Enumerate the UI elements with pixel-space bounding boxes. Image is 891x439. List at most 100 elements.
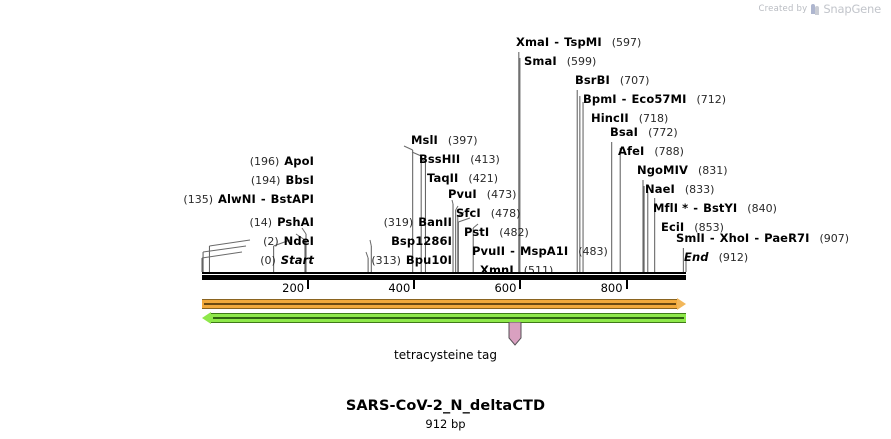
- enzyme-label-row[interactable]: SfcI (478): [448, 204, 608, 223]
- enzyme-separator: -: [510, 244, 515, 258]
- enzyme-label-row[interactable]: (319) BanII: [262, 213, 452, 232]
- ruler-tick-label: 200: [282, 281, 305, 295]
- page-title: SARS-CoV-2_N_deltaCTD: [345, 398, 546, 414]
- enzyme-name[interactable]: NaeI: [645, 182, 675, 196]
- enzyme-label-row[interactable]: End (912): [676, 248, 849, 267]
- enzyme-separator: -: [693, 201, 699, 215]
- enzyme-name[interactable]: AlwNI: [218, 192, 256, 206]
- enzyme-label-row[interactable]: Bsp1286I: [262, 232, 452, 251]
- enzyme-name[interactable]: BstAPI: [270, 192, 314, 206]
- sequence-backbone: [202, 274, 686, 280]
- enzyme-name[interactable]: MspA1I: [519, 244, 569, 258]
- enzyme-separator: -: [554, 35, 560, 49]
- orf-forward-arrow[interactable]: [202, 298, 686, 310]
- left-lower-group: (14) PshAI (2) NdeI (0) Start: [124, 213, 314, 270]
- enzyme-label-row[interactable]: PvuII - MspA1I (483): [448, 242, 608, 261]
- enzyme-label-row[interactable]: SmlI - XhoI - PaeR7I (907): [676, 229, 849, 248]
- enzyme-name[interactable]: PstI: [464, 225, 490, 239]
- enzyme-label-row[interactable]: (14) PshAI: [124, 213, 314, 232]
- enzyme-position: (413): [470, 153, 500, 166]
- enzyme-name[interactable]: BsrBI: [575, 73, 610, 87]
- enzyme-position: (421): [468, 172, 499, 185]
- enzyme-label-row[interactable]: EciI (853): [637, 218, 777, 237]
- enzyme-position: (853): [694, 221, 724, 234]
- enzyme-name[interactable]: BssHII: [419, 152, 461, 166]
- enzyme-position: (788): [654, 145, 684, 158]
- enzyme-name[interactable]: BsaI: [610, 125, 639, 139]
- ruler-tick: [307, 280, 310, 289]
- watermark-brand: SnapGene: [823, 2, 881, 16]
- enzyme-label-row[interactable]: XmaI - TspMI (597): [516, 33, 641, 52]
- enzyme-label-row[interactable]: PvuI (473): [448, 185, 608, 204]
- enzyme-name[interactable]: BpmI: [583, 92, 617, 106]
- enzyme-position: (2): [263, 235, 279, 248]
- enzyme-name[interactable]: PvuI: [448, 187, 477, 201]
- enzyme-position: (135): [183, 193, 214, 206]
- tetracysteine-tag-glyph[interactable]: [506, 321, 524, 350]
- enzyme-name[interactable]: MslI: [411, 133, 438, 147]
- mid-left-group: (319) BanII Bsp1286I (313) Bpu10I: [262, 213, 452, 270]
- enzyme-position: (833): [684, 183, 715, 196]
- enzyme-name[interactable]: BbsI: [285, 173, 314, 187]
- enzyme-label-row[interactable]: (196) ApoI: [124, 152, 314, 171]
- enzyme-name[interactable]: ApoI: [284, 154, 314, 168]
- enzyme-label-row[interactable]: MslI (397): [411, 131, 500, 150]
- enzyme-label-row[interactable]: BpmI - Eco57MI (712): [575, 90, 726, 109]
- enzyme-name[interactable]: PshAI: [277, 215, 314, 229]
- enzyme-position: (712): [696, 93, 727, 106]
- enzyme-label-row[interactable]: BsrBI (707): [575, 71, 726, 90]
- enzyme-name[interactable]: AfeI: [618, 144, 645, 158]
- enzyme-label-row[interactable]: (2) NdeI: [124, 232, 314, 251]
- enzyme-name[interactable]: MflI *: [653, 201, 689, 215]
- enzyme-name[interactable]: BanII: [418, 215, 452, 229]
- bsrbi-group: BsrBI (707) BpmI - Eco57MI (712) HincII (718): [575, 71, 726, 128]
- enzyme-label-row[interactable]: (194) BbsI: [124, 171, 314, 190]
- enzyme-label-row[interactable]: AfeI (788): [610, 142, 684, 161]
- enzyme-name[interactable]: TspMI: [564, 35, 602, 49]
- enzyme-name[interactable]: Bpu10I: [405, 253, 452, 267]
- enzyme-name[interactable]: PaeR7I: [764, 231, 810, 245]
- enzyme-position: (319): [383, 216, 414, 229]
- ruler-tick: [625, 280, 628, 289]
- enzyme-name[interactable]: NdeI: [283, 234, 314, 248]
- enzyme-name[interactable]: SmlI: [676, 231, 705, 245]
- ruler-tick-label: 800: [600, 281, 623, 295]
- orf-reverse-arrow[interactable]: [202, 312, 686, 324]
- enzyme-name[interactable]: End: [684, 250, 709, 264]
- enzyme-name[interactable]: Eco57MI: [631, 92, 687, 106]
- watermark-prefix: Created by: [758, 4, 808, 14]
- ruler-tick: [519, 280, 522, 289]
- enzyme-name[interactable]: NgoMIV: [637, 163, 688, 177]
- enzyme-name[interactable]: SfcI: [456, 206, 481, 220]
- enzyme-label-row[interactable]: (313) Bpu10I: [262, 251, 452, 270]
- enzyme-label-row[interactable]: BsaI (772): [610, 123, 684, 142]
- enzyme-label-row[interactable]: SmaI (599): [516, 52, 641, 71]
- enzyme-name[interactable]: HincII: [591, 111, 629, 125]
- enzyme-label-row[interactable]: NgoMIV (831): [637, 161, 777, 180]
- enzyme-label-row[interactable]: MflI * - BstYI (840): [637, 199, 777, 218]
- ruler-tick-label: 600: [494, 281, 517, 295]
- enzyme-name[interactable]: EciI: [661, 220, 685, 234]
- sequence-length-label: 912 bp: [425, 417, 466, 431]
- enzyme-label-row[interactable]: TaqII (421): [411, 169, 500, 188]
- enzyme-name[interactable]: TaqII: [427, 171, 459, 185]
- enzyme-position: (707): [619, 74, 650, 87]
- enzyme-label-row[interactable]: NaeI (833): [637, 180, 777, 199]
- enzyme-name[interactable]: XmaI: [516, 35, 550, 49]
- enzyme-position: (912): [718, 251, 749, 264]
- enzyme-name[interactable]: Bsp1286I: [391, 234, 452, 248]
- snapgene-watermark: Created by SnapGene: [758, 2, 882, 16]
- enzyme-name[interactable]: PvuII: [472, 244, 506, 258]
- enzyme-label-row[interactable]: HincII (718): [575, 109, 726, 128]
- enzyme-label-row[interactable]: PstI (482): [448, 223, 608, 242]
- enzyme-name[interactable]: SmaI: [524, 54, 557, 68]
- enzyme-position: (599): [566, 55, 597, 68]
- enzyme-label-row[interactable]: (135) AlwNI - BstAPI: [124, 190, 314, 209]
- enzyme-label-row[interactable]: BssHII (413): [411, 150, 500, 169]
- enzyme-label-row[interactable]: (0) Start: [124, 251, 314, 270]
- enzyme-name[interactable]: Start: [280, 253, 314, 267]
- enzyme-separator: -: [621, 92, 627, 106]
- enzyme-position: (597): [611, 36, 642, 49]
- enzyme-name[interactable]: BstYI: [703, 201, 738, 215]
- enzyme-name[interactable]: XhoI: [719, 231, 750, 245]
